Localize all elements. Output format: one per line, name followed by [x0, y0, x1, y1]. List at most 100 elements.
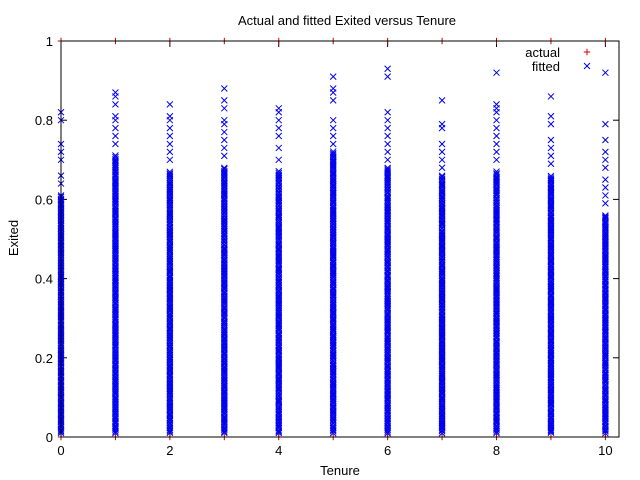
fitted-point: [329, 189, 337, 197]
fitted-point: [166, 293, 174, 300]
fitted-point: [602, 425, 609, 433]
fitted-point: [493, 306, 500, 314]
fitted-point: [384, 392, 391, 400]
y-tick-label: 0.8: [35, 113, 53, 128]
chart-title: Actual and fitted Exited versus Tenure: [238, 13, 456, 28]
fitted-point: [329, 261, 337, 269]
fitted-point: [384, 124, 391, 132]
fitted-point: [275, 207, 283, 215]
fitted-point: [438, 172, 446, 180]
fitted-point: [547, 136, 555, 144]
fitted-point: [329, 352, 337, 360]
fitted-point: [602, 369, 609, 376]
fitted-point: [384, 217, 391, 225]
legend: actual fitted: [525, 45, 591, 74]
fitted-point: [493, 204, 500, 212]
fitted-point: [329, 217, 337, 224]
fitted-point: [220, 425, 228, 432]
fitted-point: [112, 299, 119, 306]
fitted-point: [602, 384, 609, 391]
x-tick-label: 8: [493, 443, 500, 458]
fitted-point: [493, 282, 500, 290]
fitted-point: [329, 151, 337, 159]
fitted-point: [438, 419, 446, 426]
fitted-point: [275, 320, 283, 327]
fitted-point: [220, 223, 228, 231]
fitted-point: [329, 132, 337, 140]
fitted-point: [547, 215, 555, 222]
fitted-point: [275, 169, 283, 177]
fitted-point: [493, 379, 500, 387]
fitted-point: [112, 349, 119, 356]
fitted-point: [438, 148, 446, 156]
fitted-point: [384, 259, 391, 266]
fitted-point: [384, 194, 391, 202]
fitted-point: [112, 189, 119, 196]
fitted-point: [547, 160, 555, 168]
fitted-point: [493, 355, 500, 363]
fitted-point: [166, 186, 174, 194]
fitted-point: [493, 171, 500, 178]
fitted-point: [166, 358, 174, 366]
fitted-point: [493, 176, 500, 183]
fitted-point: [112, 295, 119, 303]
fitted-point: [547, 263, 555, 271]
fitted-point: [547, 373, 555, 381]
x-tick-label: 0: [57, 443, 64, 458]
fitted-point: [602, 176, 609, 183]
fitted-point: [384, 148, 391, 156]
fitted-point: [438, 181, 446, 189]
fitted-point: [112, 362, 119, 370]
fitted-point: [166, 203, 174, 210]
fitted-point: [220, 232, 228, 240]
fitted-point: [275, 132, 283, 140]
fitted-point: [275, 167, 283, 175]
fitted-point: [275, 413, 283, 420]
fitted-point: [275, 376, 283, 384]
fitted-point: [547, 212, 555, 219]
fitted-point: [112, 227, 119, 235]
fitted-point: [438, 256, 446, 264]
fitted-point: [438, 395, 446, 403]
fitted-point: [602, 136, 609, 144]
fitted-point: [438, 346, 446, 353]
fitted-point: [384, 407, 391, 414]
fitted-point: [602, 120, 609, 128]
fitted-point: [166, 320, 174, 328]
fitted-point: [384, 295, 391, 303]
fitted-point: [438, 294, 446, 302]
fitted-point: [384, 422, 391, 430]
fitted-point: [602, 295, 609, 303]
fitted-point: [547, 415, 555, 423]
fitted-point: [329, 219, 337, 227]
fitted-point: [384, 167, 391, 175]
fitted-point: [329, 205, 337, 212]
fitted-point: [384, 232, 391, 240]
fitted-point: [112, 168, 119, 175]
fitted-point: [275, 108, 283, 116]
fitted-point: [602, 376, 609, 384]
fitted-point: [166, 300, 174, 308]
fitted-point: [493, 416, 500, 423]
fitted-point: [384, 237, 391, 245]
fitted-point: [275, 299, 283, 306]
fitted-point: [438, 403, 446, 411]
fitted-point: [166, 238, 174, 246]
fitted-point: [112, 311, 119, 318]
fitted-point: [602, 148, 609, 156]
fitted-point: [220, 225, 228, 233]
fitted-point: [602, 404, 609, 411]
fitted-point: [112, 390, 119, 397]
fitted-point: [438, 372, 446, 379]
fitted-point: [493, 264, 500, 271]
fitted-point: [166, 265, 174, 273]
x-tick-label: 2: [166, 443, 173, 458]
y-tick-label: 0.2: [35, 351, 53, 366]
y-tick-label: 0: [46, 430, 53, 445]
fitted-point: [220, 342, 228, 350]
fitted-point: [384, 132, 391, 140]
fitted-point: [493, 285, 500, 293]
fitted-point: [112, 306, 119, 314]
fitted-point: [220, 104, 228, 112]
fitted-point: [329, 231, 337, 239]
